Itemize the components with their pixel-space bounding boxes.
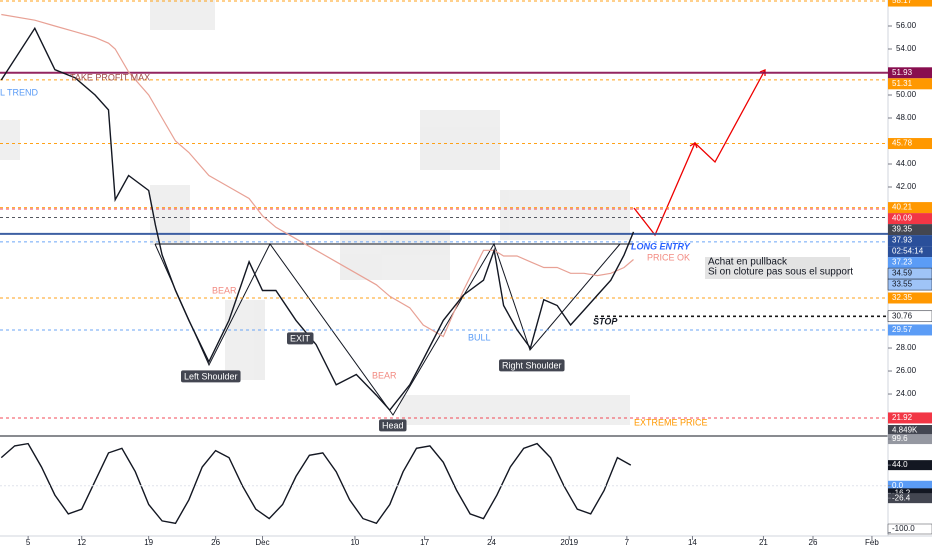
projection <box>633 69 766 237</box>
price-tag-label: 37.93 <box>892 236 913 245</box>
osc-tag <box>888 460 932 471</box>
volume-tag-label: 4.849K <box>892 426 918 435</box>
annotation: Left Shoulder <box>184 371 238 381</box>
x-tick-label: 5 <box>26 538 31 547</box>
x-tick-label: 26 <box>809 538 818 547</box>
price-tag <box>888 78 932 90</box>
series-line <box>1 13 634 338</box>
pattern <box>154 242 634 416</box>
osc-tag-label: -16.2 <box>892 488 911 497</box>
price-tag-label: 45.78 <box>892 139 913 148</box>
annotation-bg <box>379 419 407 432</box>
price-tag <box>888 138 932 150</box>
y-tick-label: 50.00 <box>896 90 917 99</box>
series-line <box>0 26 635 412</box>
price-tag-label: 29.57 <box>892 325 913 334</box>
annotation: LONG ENTRY <box>631 241 691 251</box>
price-tag-label: 51.93 <box>892 68 913 77</box>
annotation: EXIT <box>290 333 311 343</box>
price-tag <box>888 67 932 79</box>
x-tick-label: Dec <box>255 538 269 547</box>
x-tick-label: 2019 <box>560 538 578 547</box>
x-tick-label: 21 <box>759 538 768 547</box>
osc-tag <box>887 523 932 535</box>
x-tick-label: 12 <box>77 538 86 547</box>
price-tag-label: 58.17 <box>892 0 913 5</box>
price-tag-label: 40.09 <box>892 214 913 223</box>
x-tick-label: 7 <box>625 538 630 547</box>
annotation: TAKE PROFIT MAX <box>70 72 150 82</box>
y-tick-label: 56.00 <box>896 21 917 30</box>
y-tick-label: 26.00 <box>896 366 917 375</box>
osc-tag-label: 0.0 <box>892 481 904 490</box>
annotation-bg <box>287 332 314 345</box>
y-tick-label: 44.00 <box>896 159 917 168</box>
price-tag-label: 34.59 <box>892 269 913 278</box>
osc-tag-label: -26.4 <box>892 493 911 502</box>
x-tick-label: 10 <box>350 538 359 547</box>
axis: 56.00 54.00 50.00 48.00 44.00 42.00 28.00 26.00… <box>26 0 932 547</box>
price-tag <box>888 235 932 247</box>
volume-tag <box>888 425 932 436</box>
annotation: Right Shoulder <box>502 360 562 370</box>
annotation: Head <box>382 420 404 430</box>
osc-tag-label: 44.0 <box>892 460 908 469</box>
annotation: Achat en pullback <box>708 257 788 268</box>
price-tag <box>888 224 932 236</box>
price-tag <box>888 213 932 225</box>
note-box <box>705 257 850 279</box>
osc-tag <box>888 434 932 445</box>
y-tick-label: 54.00 <box>896 44 917 53</box>
annotation: Si on cloture pas sous el support <box>708 267 853 278</box>
y-tick-label: 48.00 <box>896 113 917 122</box>
y-tick-label: 24.00 <box>896 389 917 398</box>
annotation: EXTREME PRICE <box>634 417 708 427</box>
price-tag <box>888 412 932 424</box>
price-tag <box>888 246 932 258</box>
price-tag-label: 02:54:14 <box>892 247 924 256</box>
price-tag-label: 21.92 <box>892 413 913 422</box>
annotation: BEAR <box>212 285 237 295</box>
price-tag-label: 33.55 <box>892 280 913 289</box>
x-tick-label: 17 <box>420 538 429 547</box>
y-tick-label: 42.00 <box>896 182 917 191</box>
annotation: BULL <box>468 332 491 342</box>
annotation-bg <box>181 370 241 383</box>
price-tag <box>888 292 932 304</box>
osc-tag <box>888 493 932 504</box>
x-tick-label: 14 <box>688 538 697 547</box>
x-tick-label: 19 <box>144 538 153 547</box>
price-tag <box>887 310 932 323</box>
x-tick-label: Feb <box>865 538 879 547</box>
price-tag-label: 51.31 <box>892 79 913 88</box>
annotation: PRICE OK <box>647 252 690 262</box>
price-tag <box>888 257 932 269</box>
osc-tag <box>888 480 932 491</box>
series-line <box>0 442 632 525</box>
price-tag <box>888 0 932 7</box>
price-tag <box>887 278 932 291</box>
y-tick-label: 28.00 <box>896 343 917 352</box>
cloud-boxes <box>0 0 630 425</box>
price-tag <box>888 202 932 214</box>
price-tag-label: 37.23 <box>892 258 913 267</box>
osc-tag-label: 99.6 <box>892 434 908 443</box>
annotation-bg <box>499 359 565 372</box>
price-tag-label: 40.21 <box>892 203 913 212</box>
x-tick-label: 26 <box>211 538 220 547</box>
annotation: STOP <box>593 316 618 326</box>
annotation: BEAR <box>372 370 397 380</box>
annotation: L TREND <box>0 87 39 97</box>
price-tag-label: 39.35 <box>892 225 913 234</box>
price-tag-label: 30.76 <box>892 311 913 320</box>
x-tick-label: 24 <box>487 538 496 547</box>
osc-tag-label: -100.0 <box>892 524 915 533</box>
price-tag <box>888 324 932 336</box>
price-tag-label: 32.35 <box>892 293 913 302</box>
